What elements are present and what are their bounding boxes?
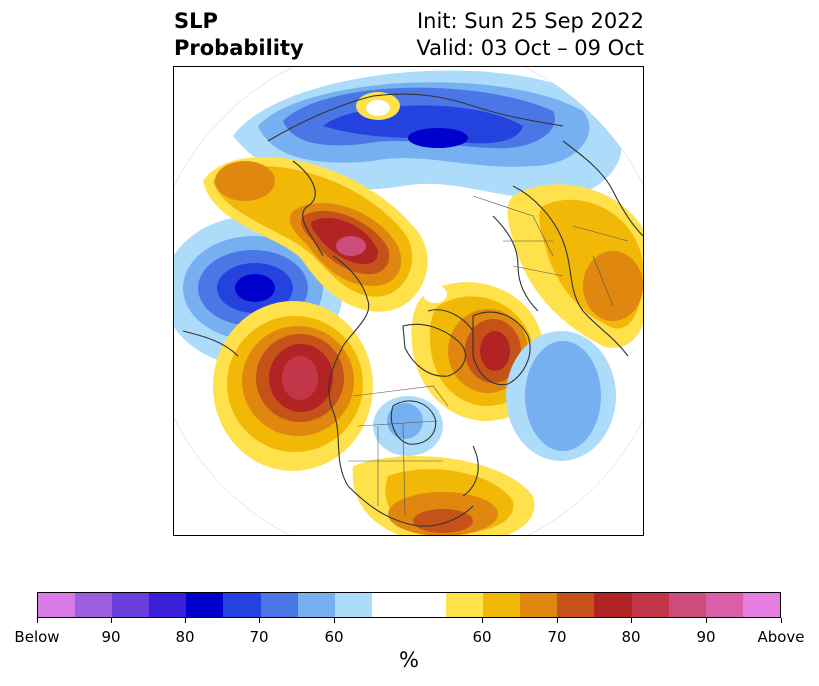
colorbar-swatch xyxy=(520,593,558,617)
positive-anomaly-gulf-of-alaska xyxy=(213,301,373,471)
colorbar-swatch xyxy=(483,593,521,617)
colorbar-swatch xyxy=(38,593,76,617)
colorbar-swatch xyxy=(112,593,150,617)
colorbar-swatch xyxy=(446,593,484,617)
colorbar-tick-mark xyxy=(185,618,186,623)
colorbar-tick-mark xyxy=(482,618,483,623)
colorbar-tick-label: 60 xyxy=(472,628,492,646)
colorbar-tick-mark xyxy=(334,618,335,623)
negative-anomaly-hudson xyxy=(373,396,443,456)
colorbar xyxy=(37,592,781,618)
positive-anomaly-europe xyxy=(507,184,644,348)
colorbar-tick-mark xyxy=(259,618,260,623)
colorbar-tick-label: 70 xyxy=(249,628,269,646)
title-line-variable: SLP xyxy=(174,9,218,33)
init-date-text: Init: Sun 25 Sep 2022 xyxy=(416,9,644,33)
colorbar-swatch xyxy=(631,593,669,617)
colorbar-tick-mark xyxy=(111,618,112,623)
colorbar-swatch xyxy=(334,593,372,617)
colorbar-swatch xyxy=(149,593,187,617)
colorbar-swatch xyxy=(594,593,632,617)
colorbar-tick-label: Above xyxy=(757,628,805,646)
negative-anomaly-eurasia xyxy=(233,70,622,199)
colorbar-swatch xyxy=(260,593,298,617)
colorbar-tick-label: 70 xyxy=(547,628,567,646)
colorbar-tick-label: 60 xyxy=(324,628,344,646)
political-borders xyxy=(348,195,629,517)
colorbar-swatch xyxy=(371,593,447,617)
colorbar-tick-mark xyxy=(781,618,782,623)
colorbar-tick-mark xyxy=(631,618,632,623)
colorbar-swatch xyxy=(223,593,261,617)
colorbar-tick-label: 90 xyxy=(101,628,121,646)
title-line-type: Probability xyxy=(174,36,304,60)
positive-anomaly-siberia xyxy=(203,156,428,312)
colorbar-tick-label: 80 xyxy=(621,628,641,646)
negative-anomaly-atlantic xyxy=(506,331,616,461)
map-title: SLP Probability xyxy=(174,8,304,62)
colorbar-tick-label: Below xyxy=(14,628,60,646)
colorbar-tick-label: 80 xyxy=(175,628,195,646)
positive-anomaly-greenland xyxy=(411,282,546,421)
colorbar-swatch xyxy=(557,593,595,617)
colorbar-swatch xyxy=(75,593,113,617)
probability-map xyxy=(173,66,644,536)
colorbar-unit: % xyxy=(399,648,419,672)
colorbar-swatch xyxy=(668,593,706,617)
coastlines xyxy=(182,93,644,527)
colorbar-swatch xyxy=(705,593,743,617)
colorbar-swatch xyxy=(186,593,224,617)
forecast-dates: Init: Sun 25 Sep 2022 Valid: 03 Oct – 09… xyxy=(416,8,644,62)
map-border xyxy=(173,66,644,536)
colorbar-tick-mark xyxy=(37,618,38,623)
colorbar-tick-label: 90 xyxy=(696,628,716,646)
valid-period-text: Valid: 03 Oct – 09 Oct xyxy=(416,36,644,60)
colorbar-swatch xyxy=(297,593,335,617)
colorbar-swatch xyxy=(742,593,780,617)
colorbar-tick-mark xyxy=(706,618,707,623)
colorbar-tick-mark xyxy=(557,618,558,623)
